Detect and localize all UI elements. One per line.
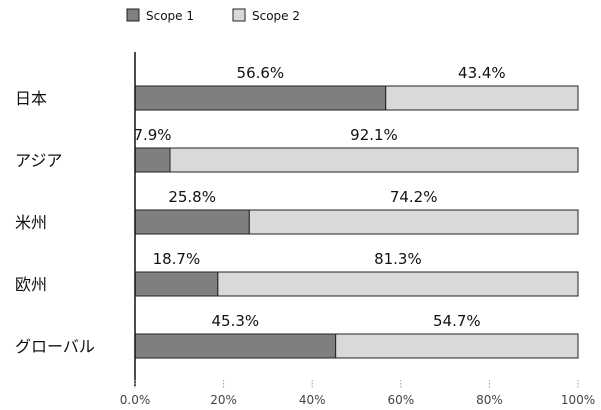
x-tick-label-6: 100% xyxy=(561,393,595,407)
x-tick-label-2: 20% xyxy=(210,393,237,407)
category-label-5: グローバル xyxy=(15,337,95,356)
value-label-1-series-2: 43.4% xyxy=(458,64,506,82)
legend-label-2: Scope 2 xyxy=(252,9,300,23)
bar-1-series-2 xyxy=(385,85,579,111)
bar-2-series-2 xyxy=(169,147,579,173)
value-label-4-series-2: 81.3% xyxy=(374,250,422,268)
value-label-2-series-1: 7.9% xyxy=(133,126,171,144)
value-label-3-series-1: 25.8% xyxy=(168,188,216,206)
value-label-4-series-1: 18.7% xyxy=(153,250,201,268)
bar-5-series-1 xyxy=(134,333,337,359)
value-label-3-series-2: 74.2% xyxy=(390,188,438,206)
legend-label-1: Scope 1 xyxy=(146,9,194,23)
category-label-1: 日本 xyxy=(15,89,47,108)
category-label-4: 欧州 xyxy=(15,275,47,294)
x-tick-label-3: 40% xyxy=(299,393,326,407)
bar-4-series-1 xyxy=(134,271,219,297)
value-label-1-series-1: 56.6% xyxy=(237,64,285,82)
bar-2-series-1 xyxy=(134,147,171,173)
legend-swatch-2 xyxy=(232,8,246,22)
x-tick-label-5: 80% xyxy=(476,393,503,407)
value-label-5-series-1: 45.3% xyxy=(212,312,260,330)
value-label-5-series-2: 54.7% xyxy=(433,312,481,330)
value-label-2-series-2: 92.1% xyxy=(350,126,398,144)
category-label-2: アジア xyxy=(15,151,62,170)
bar-1-series-1 xyxy=(134,85,387,111)
category-label-3: 米州 xyxy=(15,213,47,232)
bar-3-series-1 xyxy=(134,209,250,235)
x-tick-label-4: 60% xyxy=(387,393,414,407)
bar-3-series-2 xyxy=(248,209,579,235)
bar-5-series-2 xyxy=(335,333,579,359)
x-tick-label-1: 0.0% xyxy=(120,393,151,407)
bar-4-series-2 xyxy=(217,271,579,297)
legend-swatch-1 xyxy=(126,8,140,22)
